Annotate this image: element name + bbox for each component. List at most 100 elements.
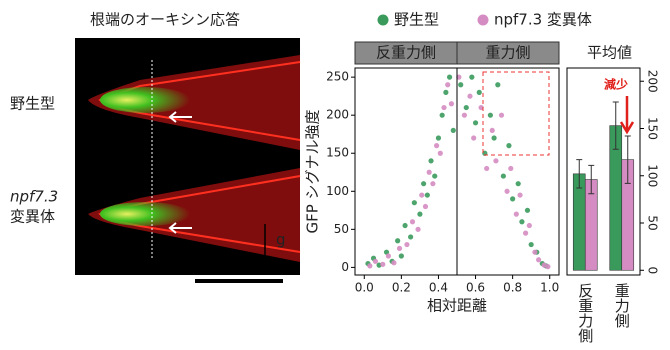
scatter-point (435, 135, 442, 141)
scatter-point (510, 196, 516, 202)
scatter-point (478, 104, 484, 111)
scatter-point (532, 249, 538, 255)
scatter-point (411, 200, 417, 206)
x-tick-label: 0.0 (355, 281, 374, 295)
y-tick-label: 0 (341, 260, 349, 274)
scatter-point (504, 188, 510, 194)
legend-marker (377, 14, 389, 26)
scatter-point (463, 104, 469, 111)
wild-label: 野生型 (10, 95, 55, 113)
scatter-point (445, 82, 451, 88)
scatter-point (443, 89, 449, 95)
scatter-point (417, 211, 423, 217)
panel-label: 重力側 (485, 44, 530, 62)
microscopy-image (75, 38, 301, 283)
scatter-point (385, 253, 391, 259)
x-tick-label: 反重力側 (576, 283, 594, 343)
scatter-point (484, 165, 490, 172)
x-tick-label: 重力側 (613, 283, 631, 328)
scatter-point (515, 181, 521, 187)
scatter-point (517, 192, 523, 198)
legend-label: 野生型 (394, 11, 439, 29)
y-tick-label: 200 (326, 108, 349, 122)
y-tick-label: 100 (326, 184, 349, 198)
y2-tick-label: 50 (646, 215, 660, 230)
scatter-point (391, 260, 397, 266)
scatter-point (409, 219, 416, 225)
scatter-point (458, 82, 464, 88)
scatter-point (524, 207, 531, 213)
scatter-point (380, 261, 386, 267)
scatter-point (519, 219, 525, 225)
scatter-point (469, 74, 475, 80)
legend-marker (477, 14, 489, 26)
scatter-point (446, 74, 453, 80)
x-tick-label: 0.4 (429, 281, 448, 295)
scatter-point (422, 203, 429, 210)
y-tick-label: 150 (326, 146, 349, 160)
scatter-point (506, 143, 512, 149)
scatter-point (426, 169, 432, 175)
scatter-point (439, 112, 445, 118)
y-tick-label: 50 (334, 222, 349, 236)
panel-title: 平均値 (587, 44, 632, 62)
scatter-point (450, 127, 456, 134)
scatter-point (513, 211, 519, 217)
scatter-point (402, 222, 408, 229)
scatter-point (398, 253, 404, 259)
error-bar (612, 101, 619, 150)
y2-tick-label: 150 (646, 117, 660, 140)
annotation: 減少 (604, 77, 628, 92)
scatter-point (428, 158, 434, 164)
scatter-point (395, 238, 401, 244)
scatter-point (404, 241, 410, 248)
panel-header (567, 42, 640, 64)
scatter-point (495, 82, 501, 88)
gravity-label: g (276, 231, 286, 249)
x-tick-label: 0.8 (503, 281, 522, 295)
mutant-label: npf7.3 (10, 188, 58, 206)
scatter-point (421, 181, 427, 187)
highlight-box (482, 71, 550, 156)
scatter-point (500, 173, 506, 179)
scatter-point (472, 120, 479, 126)
y-axis-label: GFP シグナル強度 (304, 109, 322, 233)
scatter-point (528, 241, 534, 248)
scatter-point (396, 245, 403, 251)
scatter-point (491, 135, 497, 141)
x-tick-label: 1.0 (540, 281, 559, 295)
scatter-point (367, 263, 373, 269)
plot-frame (566, 67, 641, 276)
scatter-point (498, 112, 505, 118)
scatter-point (526, 222, 532, 229)
panel-header (456, 41, 560, 65)
scatter-point (372, 258, 378, 264)
scatter-point (430, 181, 436, 187)
scatter-point (536, 257, 542, 263)
scatter-point (471, 135, 477, 141)
error-bar (624, 135, 631, 184)
scatter-point (448, 101, 455, 107)
x-tick-label: 0.6 (466, 281, 485, 295)
scatter-point (476, 89, 482, 95)
scatter-point (456, 74, 462, 80)
scatter-point (467, 93, 473, 99)
y2-tick-label: 100 (646, 164, 660, 187)
error-bar (576, 159, 583, 189)
scatter-point (489, 127, 495, 134)
scatter-point (487, 112, 493, 118)
mutant-label: 変異体 (10, 208, 55, 226)
error-bar (588, 164, 595, 195)
scatter-point (432, 173, 438, 179)
y-tick-label: 250 (326, 70, 349, 84)
y2-tick-label: 200 (646, 70, 660, 93)
annotation-arrow (619, 96, 635, 135)
y2-tick-label: 0 (646, 266, 660, 274)
scatter-point (424, 192, 430, 198)
scatter-point (415, 226, 421, 232)
scatter-point (437, 150, 443, 156)
legend-label: npf7.3 変異体 (494, 11, 592, 29)
scatter-point (408, 234, 414, 240)
